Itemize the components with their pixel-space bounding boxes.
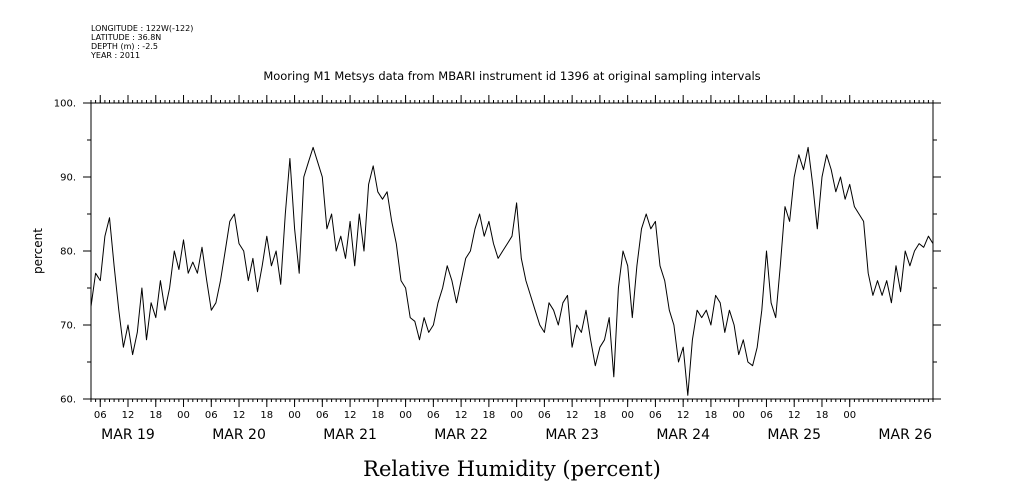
meta-line-year: YEAR : 2011 — [90, 51, 140, 60]
x-hour-label: 18 — [260, 410, 273, 421]
series-line-relative-humidity — [90, 146, 934, 396]
x-hour-label: 06 — [649, 410, 662, 421]
x-day-label: MAR 19 — [101, 427, 155, 443]
metadata-block: LONGITUDE : 122W(-122) LATITUDE : 36.8N … — [90, 24, 193, 60]
x-axis-label: Relative Humidity (percent) — [363, 457, 661, 481]
y-tick-label: 100. — [54, 99, 76, 110]
x-hour-label: 18 — [371, 410, 384, 421]
chart-title: Mooring M1 Metsys data from MBARI instru… — [263, 69, 760, 83]
x-day-label: MAR 25 — [767, 427, 821, 443]
y-tick-label: 60. — [60, 395, 76, 406]
x-hour-label: 12 — [233, 410, 246, 421]
x-hour-label: 18 — [705, 410, 718, 421]
y-tick-label: 80. — [60, 247, 76, 258]
x-hour-label: 18 — [594, 410, 607, 421]
meta-line-latitude: LATITUDE : 36.8N — [91, 33, 161, 42]
x-day-label: MAR 24 — [656, 427, 710, 443]
x-hour-label: 12 — [566, 410, 579, 421]
x-day-label: MAR 20 — [212, 427, 266, 443]
x-hour-label: 18 — [149, 410, 162, 421]
x-hour-label: 12 — [455, 410, 468, 421]
x-hour-label: 00 — [399, 410, 412, 421]
x-day-label: MAR 21 — [323, 427, 377, 443]
y-axis: 60. 70. 80. 90. 100. — [54, 99, 941, 406]
x-hour-label: 00 — [510, 410, 523, 421]
x-hour-label: 06 — [94, 410, 107, 421]
plot-frame — [90, 102, 934, 400]
x-hour-label: 12 — [122, 410, 135, 421]
x-hour-label: 00 — [288, 410, 301, 421]
x-hour-label: 12 — [677, 410, 690, 421]
x-hour-label: 06 — [760, 410, 773, 421]
x-hour-label: 18 — [483, 410, 496, 421]
y-tick-label: 90. — [60, 173, 76, 184]
x-hour-label: 06 — [538, 410, 551, 421]
x-hour-label: 06 — [205, 410, 218, 421]
x-hour-label: 00 — [621, 410, 634, 421]
x-hour-label: 06 — [316, 410, 329, 421]
x-day-label: MAR 23 — [545, 427, 599, 443]
y-axis-label: percent — [31, 228, 45, 274]
x-hour-label: 12 — [344, 410, 357, 421]
y-tick-label: 70. — [60, 321, 76, 332]
x-hour-label: 12 — [788, 410, 801, 421]
x-day-label: MAR 22 — [434, 427, 488, 443]
x-hour-label: 00 — [732, 410, 745, 421]
x-hour-label: 00 — [843, 410, 856, 421]
x-hour-label: 18 — [816, 410, 829, 421]
meta-line-depth: DEPTH (m) : -2.5 — [91, 42, 158, 51]
x-hour-label: 00 — [177, 410, 190, 421]
x-axis: 06 12 18 00 06 12 18 00 06 12 18 00 06 12 18 00 06 12 18 00… — [94, 95, 932, 443]
x-hour-label: 06 — [427, 410, 440, 421]
minor-ticks — [90, 100, 934, 402]
meta-line-longitude: LONGITUDE : 122W(-122) — [91, 24, 193, 33]
x-day-label: MAR 26 — [878, 427, 932, 443]
